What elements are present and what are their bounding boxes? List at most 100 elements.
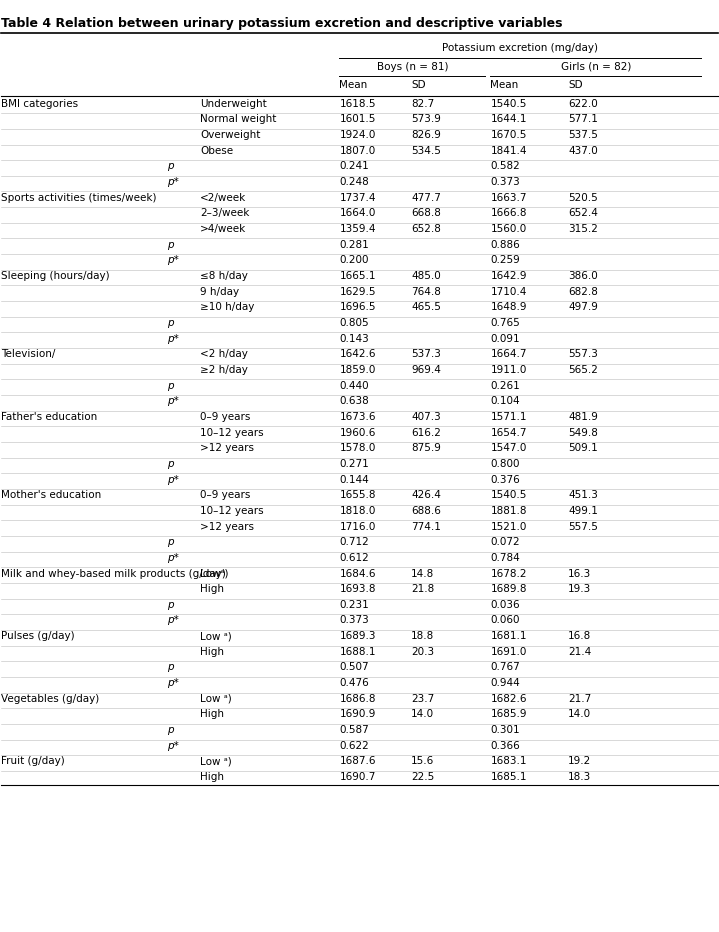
- Text: 1689.8: 1689.8: [490, 584, 527, 595]
- Text: 1642.9: 1642.9: [490, 271, 527, 281]
- Text: 22.5: 22.5: [411, 772, 434, 782]
- Text: 0.886: 0.886: [490, 240, 520, 250]
- Text: 481.9: 481.9: [568, 412, 598, 422]
- Text: p*: p*: [168, 255, 180, 266]
- Text: 0–9 years: 0–9 years: [200, 490, 250, 500]
- Text: 0.072: 0.072: [490, 537, 520, 547]
- Text: 0.587: 0.587: [339, 725, 369, 735]
- Text: 1664.0: 1664.0: [339, 209, 376, 218]
- Text: 764.8: 764.8: [411, 287, 441, 296]
- Text: 1683.1: 1683.1: [490, 757, 527, 766]
- Text: 1881.8: 1881.8: [490, 506, 527, 516]
- Text: 1547.0: 1547.0: [490, 444, 527, 453]
- Text: 537.3: 537.3: [411, 350, 441, 360]
- Text: 0.805: 0.805: [339, 318, 369, 328]
- Text: p: p: [168, 600, 174, 610]
- Text: 0.261: 0.261: [490, 380, 520, 391]
- Text: 15.6: 15.6: [411, 757, 434, 766]
- Text: 1664.7: 1664.7: [490, 350, 527, 360]
- Text: 0.281: 0.281: [339, 240, 369, 250]
- Text: Television/: Television/: [1, 350, 56, 360]
- Text: 16.3: 16.3: [568, 569, 591, 579]
- Text: 1686.8: 1686.8: [339, 693, 376, 704]
- Text: 0.476: 0.476: [339, 678, 369, 688]
- Text: 774.1: 774.1: [411, 522, 441, 531]
- Text: 1688.1: 1688.1: [339, 647, 376, 657]
- Text: 465.5: 465.5: [411, 302, 441, 312]
- Text: 537.5: 537.5: [568, 130, 598, 140]
- Text: 1841.4: 1841.4: [490, 145, 527, 156]
- Text: Table 4 Relation between urinary potassium excretion and descriptive variables: Table 4 Relation between urinary potassi…: [1, 17, 563, 30]
- Text: 1642.6: 1642.6: [339, 350, 376, 360]
- Text: 1540.5: 1540.5: [490, 490, 527, 500]
- Text: 875.9: 875.9: [411, 444, 441, 453]
- Text: 0.144: 0.144: [339, 474, 369, 485]
- Text: 577.1: 577.1: [568, 115, 598, 125]
- Text: SD: SD: [411, 80, 426, 90]
- Text: 10–12 years: 10–12 years: [200, 428, 263, 438]
- Text: ≤8 h/day: ≤8 h/day: [200, 271, 248, 281]
- Text: 0.622: 0.622: [339, 741, 369, 751]
- Text: 0.612: 0.612: [339, 553, 369, 563]
- Text: 1601.5: 1601.5: [339, 115, 376, 125]
- Text: p: p: [168, 240, 174, 250]
- Text: 826.9: 826.9: [411, 130, 441, 140]
- Text: 1673.6: 1673.6: [339, 412, 376, 422]
- Text: ≥2 h/day: ≥2 h/day: [200, 365, 248, 375]
- Text: p: p: [168, 459, 174, 469]
- Text: 19.3: 19.3: [568, 584, 591, 595]
- Text: Obese: Obese: [200, 145, 233, 156]
- Text: p*: p*: [168, 177, 180, 187]
- Text: 21.4: 21.4: [568, 647, 591, 657]
- Text: 82.7: 82.7: [411, 99, 434, 109]
- Text: Mean: Mean: [339, 80, 367, 90]
- Text: High: High: [200, 584, 224, 595]
- Text: 573.9: 573.9: [411, 115, 441, 125]
- Text: Lowᵃ): Lowᵃ): [200, 569, 229, 579]
- Text: 1665.1: 1665.1: [339, 271, 376, 281]
- Text: Sleeping (hours/day): Sleeping (hours/day): [1, 271, 110, 281]
- Text: 0.104: 0.104: [490, 396, 520, 406]
- Text: 0.091: 0.091: [490, 334, 520, 344]
- Text: 14.8: 14.8: [411, 569, 434, 579]
- Text: Potassium excretion (mg/day): Potassium excretion (mg/day): [442, 43, 598, 53]
- Text: 557.5: 557.5: [568, 522, 598, 531]
- Text: 1911.0: 1911.0: [490, 365, 527, 375]
- Text: 1689.3: 1689.3: [339, 631, 376, 641]
- Text: 1682.6: 1682.6: [490, 693, 527, 704]
- Text: p*: p*: [168, 553, 180, 563]
- Text: <2 h/day: <2 h/day: [200, 350, 248, 360]
- Text: 1710.4: 1710.4: [490, 287, 527, 296]
- Text: 652.8: 652.8: [411, 224, 441, 234]
- Text: 1618.5: 1618.5: [339, 99, 376, 109]
- Text: 0.301: 0.301: [490, 725, 520, 735]
- Text: 0.767: 0.767: [490, 663, 520, 673]
- Text: 0.200: 0.200: [339, 255, 369, 266]
- Text: 1655.8: 1655.8: [339, 490, 376, 500]
- Text: Overweight: Overweight: [200, 130, 260, 140]
- Text: 0.143: 0.143: [339, 334, 369, 344]
- Text: >12 years: >12 years: [200, 522, 254, 531]
- Text: 1690.9: 1690.9: [339, 709, 376, 720]
- Text: 0.373: 0.373: [339, 615, 369, 625]
- Text: ≥10 h/day: ≥10 h/day: [200, 302, 255, 312]
- Text: Fruit (g/day): Fruit (g/day): [1, 757, 65, 766]
- Text: 688.6: 688.6: [411, 506, 441, 516]
- Text: 9 h/day: 9 h/day: [200, 287, 239, 296]
- Text: Mean: Mean: [490, 80, 518, 90]
- Text: High: High: [200, 772, 224, 782]
- Text: High: High: [200, 709, 224, 720]
- Text: 19.2: 19.2: [568, 757, 591, 766]
- Text: 1648.9: 1648.9: [490, 302, 527, 312]
- Text: 1629.5: 1629.5: [339, 287, 376, 296]
- Text: 18.8: 18.8: [411, 631, 434, 641]
- Text: Underweight: Underweight: [200, 99, 267, 109]
- Text: 21.8: 21.8: [411, 584, 434, 595]
- Text: 386.0: 386.0: [568, 271, 597, 281]
- Text: <2/week: <2/week: [200, 193, 246, 203]
- Text: 0.036: 0.036: [490, 600, 520, 610]
- Text: 23.7: 23.7: [411, 693, 434, 704]
- Text: 0.712: 0.712: [339, 537, 369, 547]
- Text: 0.373: 0.373: [490, 177, 520, 187]
- Text: Milk and whey-based milk products (g/day): Milk and whey-based milk products (g/day…: [1, 569, 226, 579]
